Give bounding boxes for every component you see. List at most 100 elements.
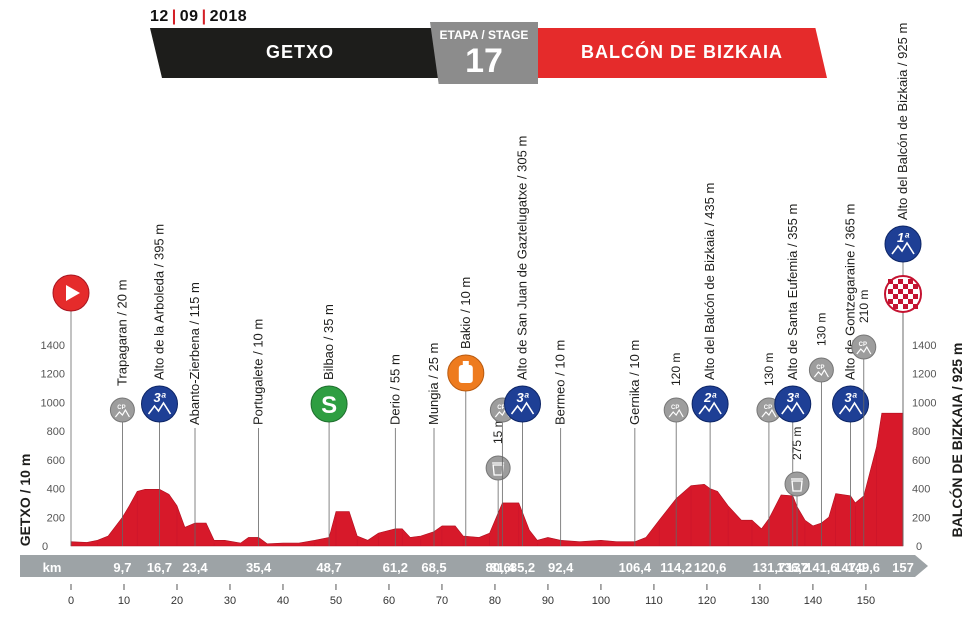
checkpoint-text: CP [764, 405, 772, 411]
checkpoint-text: CP [859, 342, 867, 348]
km-point-label: 106,4 [619, 560, 652, 575]
y-tick-label-right: 600 [912, 455, 930, 467]
y-tick-label-left: 1000 [41, 397, 65, 409]
waypoint-label: Derio / 55 m [387, 354, 402, 425]
y-tick-label-right: 800 [912, 426, 930, 438]
y-tick-label-right: 400 [912, 484, 930, 496]
elevation-profile-area [70, 412, 904, 547]
waypoint-label: 130 m [762, 353, 776, 386]
waypoint-label: Alto de Santa Eufemia / 355 m [785, 204, 800, 380]
cp-gray-icon: CP [851, 334, 877, 360]
km-point-label: 68,5 [421, 560, 446, 575]
cp-gray-icon: CP [808, 357, 834, 383]
km-point-label: 147,1 [834, 560, 867, 575]
climb-2-icon: 2ª [691, 385, 729, 423]
waypoint-label: Trapagaran / 20 m [114, 280, 129, 386]
km-point-label: 137 [786, 560, 808, 575]
stage-date: 12 | 09 | 2018 [150, 8, 247, 26]
checker-square [903, 284, 908, 289]
checker-square [903, 304, 908, 309]
play-arrow-icon [66, 285, 80, 301]
km-point-label: 114,2 [660, 560, 692, 575]
waypoint-label: Mungia / 25 m [426, 343, 441, 425]
waypoint-label: Bermeo / 10 m [553, 340, 568, 425]
mountain-icon [147, 401, 172, 415]
climb-badge [774, 385, 812, 423]
climb-3-icon: 3ª [140, 385, 178, 423]
mountain-icon [114, 408, 130, 418]
km-point-label: 81,4 [490, 560, 516, 575]
finish-flag-icon [884, 275, 922, 313]
start-flag-icon [52, 274, 90, 312]
y-tick-label-right: 200 [912, 512, 930, 524]
km-point-label: 92,4 [548, 560, 574, 575]
waypoint-label: Abanto-Zierbena / 115 m [187, 282, 202, 425]
sprint-icon: S [310, 385, 348, 423]
checkpoint-text: CP [671, 405, 679, 411]
waypoint-label: 275 m [790, 427, 804, 460]
mountain-icon [698, 401, 722, 415]
mountain-icon [838, 401, 863, 415]
y-tick-label-right: 1200 [912, 369, 936, 381]
x-tick-label: 150 [857, 595, 875, 607]
checker-square [908, 299, 913, 304]
km-point-label: 35,4 [246, 560, 272, 575]
x-tick-label: 130 [751, 595, 769, 607]
x-tick-label: 90 [542, 595, 554, 607]
y-tick-label-right: 1000 [912, 397, 936, 409]
x-tick-label: 110 [645, 595, 663, 607]
checker-square [888, 299, 893, 304]
km-point-label: 85,2 [510, 560, 535, 575]
climb-category: 3ª [787, 390, 800, 405]
y-tick-label-left: 1400 [41, 340, 65, 352]
waypoint-label: Bilbao / 35 m [321, 304, 336, 380]
climb-badge [140, 385, 178, 423]
x-tick-label: 120 [698, 595, 716, 607]
climb-1-icon: 1ª [884, 225, 922, 263]
litter-zone-badge [784, 471, 810, 497]
mountain-icon [813, 368, 829, 378]
sprint-badge [310, 385, 348, 423]
km-point-label: 48,7 [316, 560, 341, 575]
climb-badge [691, 385, 729, 423]
waypoint-label: Portugalete / 10 m [251, 319, 266, 425]
cp-gray-icon: CP [663, 397, 689, 423]
trash-icon [784, 471, 810, 497]
x-tick-label: 100 [592, 595, 610, 607]
climb-badge [884, 225, 922, 263]
climb-category: 3ª [516, 390, 529, 405]
x-tick-label: 70 [436, 595, 448, 607]
x-tick-label: 50 [330, 595, 342, 607]
checker-square [913, 304, 918, 309]
checkpoint-text: CP [117, 405, 125, 411]
x-tick-label: 60 [383, 595, 395, 607]
start-city-banner: GETXO [150, 28, 450, 78]
mountain-icon [781, 401, 805, 415]
checkpoint-text: CP [497, 405, 505, 411]
checker-square [908, 289, 913, 294]
waypoint-label: 210 m [857, 290, 871, 323]
waypoint-label: 130 m [814, 313, 828, 346]
waypoint-label: Alto del Balcón de Bizkaia / 925 m [895, 23, 910, 220]
y-tick-label-left: 0 [42, 541, 48, 553]
checker-square [898, 289, 903, 294]
climb-badge [832, 385, 870, 423]
y-tick-label-left: 400 [47, 484, 65, 496]
x-tick-label: 30 [224, 595, 236, 607]
waypoint-label: Alto de San Juan de Gaztelugatxe / 305 m [515, 136, 530, 380]
checker-square [913, 294, 918, 299]
x-tick-label: 10 [118, 595, 130, 607]
waypoint-label: Gernika / 10 m [627, 340, 642, 425]
waypoint-label: Bakio / 10 m [458, 277, 473, 349]
y-tick-label-left: 800 [47, 426, 65, 438]
stage-number: 17 [465, 42, 503, 80]
km-point-label: 131,7 [753, 560, 786, 575]
x-tick-label: 20 [171, 595, 183, 607]
feed-icon [447, 354, 485, 392]
climb-badge [504, 385, 542, 423]
climb-category: 3ª [845, 390, 858, 405]
sprint-letter: S [321, 392, 337, 419]
km-point-label: 23,4 [182, 560, 208, 575]
finish-city-name: BALCÓN DE BIZKAIA [581, 42, 783, 62]
checker-square [903, 294, 908, 299]
